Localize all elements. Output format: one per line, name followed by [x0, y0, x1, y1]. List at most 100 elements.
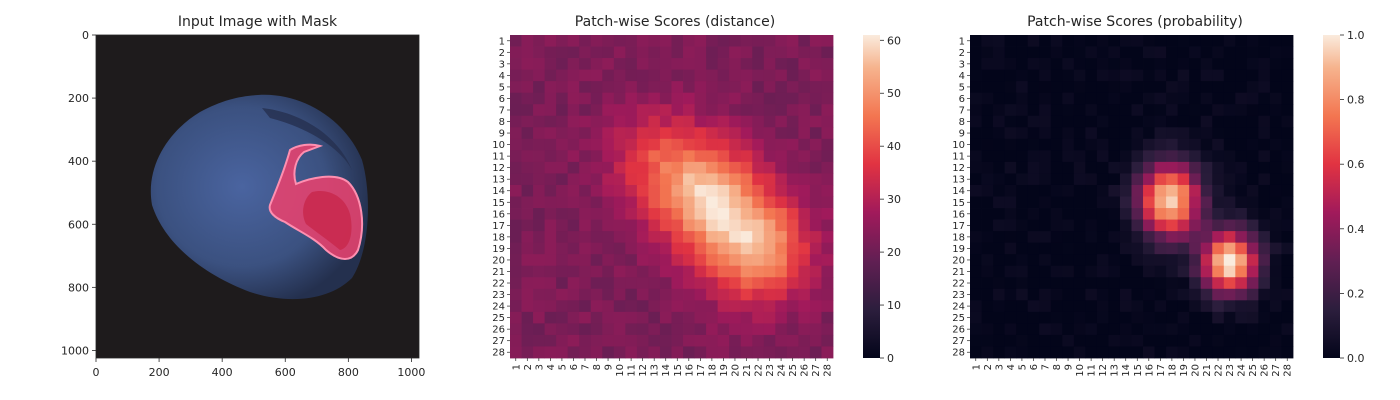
- heatmap-cell: [809, 104, 822, 117]
- heatmap-cell: [1223, 92, 1236, 105]
- row-label: 23: [492, 290, 505, 301]
- heatmap-cell: [625, 265, 638, 278]
- y-tick-label: 400: [68, 155, 89, 168]
- heatmap-cell: [544, 115, 557, 128]
- heatmap-cell: [1269, 265, 1282, 278]
- colorbar-tick-label: 0.4: [1347, 223, 1365, 236]
- heatmap-cell: [1212, 311, 1225, 324]
- heatmap-cell: [1108, 46, 1121, 59]
- heatmap-cell: [1212, 277, 1225, 290]
- heatmap-cell: [1246, 115, 1259, 128]
- heatmap-cell: [993, 138, 1006, 151]
- heatmap-cell: [602, 300, 615, 313]
- heatmap-cell: [625, 35, 638, 47]
- row-label: 9: [499, 129, 505, 140]
- heatmap-cell: [567, 184, 580, 197]
- heatmap-cell: [625, 242, 638, 255]
- heatmap-cell: [1085, 58, 1098, 71]
- heatmap-cell: [1281, 334, 1294, 347]
- heatmap-cell: [1119, 184, 1132, 197]
- heatmap-cell: [556, 92, 569, 105]
- heatmap-cell: [671, 35, 684, 47]
- heatmap-cell: [798, 288, 811, 301]
- heatmap-cell: [981, 231, 994, 244]
- heatmap-cell: [1119, 242, 1132, 255]
- heatmap-cell: [1235, 300, 1248, 313]
- heatmap-cell: [1235, 323, 1248, 336]
- heatmap-cell: [1131, 231, 1144, 244]
- heatmap-cell: [636, 69, 649, 82]
- heatmap-cell: [1177, 81, 1190, 94]
- heatmap-cell: [740, 69, 753, 82]
- heatmap-cell: [659, 184, 672, 197]
- heatmap-cell: [763, 184, 776, 197]
- heatmap-cell: [981, 58, 994, 71]
- heatmap-cell: [659, 138, 672, 151]
- heatmap-cell: [763, 219, 776, 232]
- heatmap-cell: [521, 115, 534, 128]
- heatmap-cell: [1258, 127, 1271, 140]
- heatmap-cell: [1119, 231, 1132, 244]
- heatmap-cell: [1258, 288, 1271, 301]
- heatmap-cell: [821, 161, 834, 174]
- heatmap-cell: [1039, 69, 1052, 82]
- heatmap-cell: [1154, 127, 1167, 140]
- heatmap-cell: [1096, 92, 1109, 105]
- heatmap-cell: [567, 208, 580, 220]
- heatmap-cell: [1085, 346, 1098, 359]
- heatmap-cell: [602, 81, 615, 94]
- heatmap-cell: [579, 92, 592, 105]
- heatmap-cell: [1166, 242, 1179, 255]
- heatmap-cell: [1119, 208, 1132, 220]
- heatmap-cell: [694, 334, 707, 347]
- heatmap-cell: [567, 334, 580, 347]
- heatmap-cell: [1258, 323, 1271, 336]
- heatmap-cell: [786, 288, 799, 301]
- col-label: 27: [811, 364, 822, 377]
- heatmap-cell: [809, 196, 822, 209]
- heatmap-cell: [1235, 150, 1248, 163]
- heatmap-cell: [671, 265, 684, 278]
- heatmap-cell: [1085, 161, 1098, 174]
- heatmap-cell: [613, 58, 626, 71]
- heatmap-cell: [1073, 173, 1086, 186]
- heatmap-cell: [1246, 231, 1259, 244]
- heatmap-cell: [1223, 334, 1236, 347]
- heatmap-cell: [993, 115, 1006, 128]
- heatmap-cell: [993, 184, 1006, 197]
- heatmap-cell: [1189, 311, 1202, 324]
- heatmap-cell: [636, 254, 649, 267]
- heatmap-cell: [1200, 219, 1213, 232]
- heatmap-cell: [671, 138, 684, 151]
- heatmap-cell: [1246, 138, 1259, 151]
- heatmap-cell: [1189, 346, 1202, 359]
- heatmap-cell: [510, 92, 522, 105]
- heatmap-cell: [556, 58, 569, 71]
- heatmap-cell: [775, 208, 788, 220]
- heatmap-cell: [579, 323, 592, 336]
- heatmap-cell: [694, 288, 707, 301]
- heatmap-cell: [775, 46, 788, 59]
- heatmap-cell: [1166, 69, 1179, 82]
- heatmap-cell: [752, 173, 765, 186]
- heatmap-cell: [763, 46, 776, 59]
- heatmap-cell: [1039, 300, 1052, 313]
- heatmap-cell: [613, 196, 626, 209]
- heatmap-cell: [1119, 35, 1132, 47]
- heatmap-cell: [590, 104, 603, 117]
- heatmap-cell: [510, 254, 522, 267]
- heatmap-cell: [521, 196, 534, 209]
- heatmap-cell: [567, 254, 580, 267]
- heatmap-cell: [602, 35, 615, 47]
- heatmap-cell: [1004, 173, 1017, 186]
- heatmap-cell: [1223, 265, 1236, 278]
- heatmap-cell: [567, 81, 580, 94]
- heatmap-cell: [809, 115, 822, 128]
- heatmap-cell: [1062, 219, 1075, 232]
- heatmap-cell: [1154, 173, 1167, 186]
- heatmap-cell: [1108, 277, 1121, 290]
- heatmap-cell: [1050, 161, 1063, 174]
- heatmap-cell: [544, 92, 557, 105]
- heatmap-cell: [809, 265, 822, 278]
- heatmap-cell: [1235, 104, 1248, 117]
